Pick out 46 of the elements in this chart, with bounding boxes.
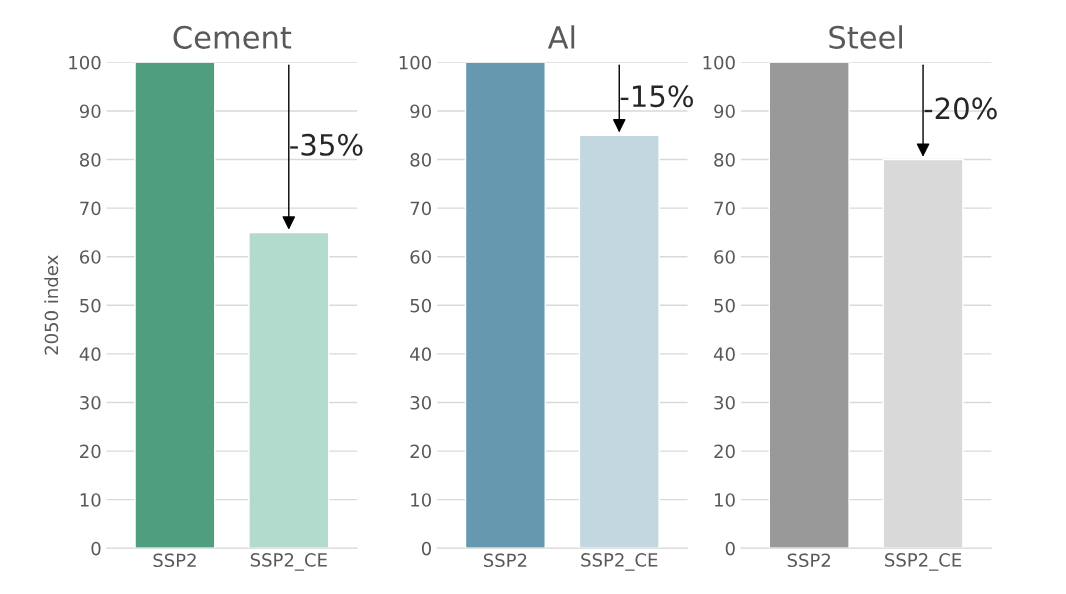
y-tick-label: 70 [80,201,101,216]
y-tick-label: 10 [715,493,735,507]
y-tick-label: 0 [421,541,431,556]
y-tick-label: 60 [714,250,735,264]
chart-title: Steel [829,25,902,49]
y-tick-label: 40 [410,347,431,362]
x-tick-label: SSP2_CE [885,553,962,571]
y-tick-label: 70 [410,201,431,216]
y-tick-label: 40 [79,347,101,362]
y-tick-label: 90 [79,104,101,119]
y-tick-label: 100 [703,55,735,70]
y-tick-label: 80 [410,153,431,167]
y-tick-label: 30 [410,395,431,410]
y-tick-label: 50 [410,298,431,313]
y-tick-label: 20 [80,444,101,459]
x-tick-label: SSP2_CE [250,553,327,571]
x-tick-label: SSP2 [483,553,527,568]
y-tick-label: 100 [69,55,101,70]
y-tick-label: 10 [80,493,101,507]
y-tick-label: 90 [410,104,431,119]
y-tick-label: 30 [80,395,101,410]
chart-title: Cement [173,25,292,49]
x-tick-label: SSP2 [787,553,831,568]
y-tick-label: 80 [79,153,101,167]
x-tick-label: SSP2 [153,553,196,568]
y-tick-label: 10 [411,493,431,507]
y-tick-label: 40 [713,347,735,362]
annotation: -20% [924,97,997,120]
y-tick-label: 80 [714,153,735,167]
y-tick-label: 30 [714,395,735,410]
y-tick-label: 100 [399,55,431,70]
y-tick-label: 20 [714,444,735,459]
annotation: -15% [620,85,693,108]
y-tick-label: 20 [410,444,431,459]
annotation: -35% [290,133,363,156]
y-tick-label: 90 [714,104,735,119]
y-tick-label: 50 [714,298,735,313]
chart-title: Al [547,25,575,49]
y-tick-label: 70 [714,201,735,216]
y-tick-label: 50 [80,298,101,313]
y-tick-label: 60 [410,250,431,264]
x-tick-label: SSP2_CE [581,553,658,571]
y-tick-label: 0 [725,541,735,556]
y-tick-label: 0 [91,541,101,556]
y-axis-title: 2050 index [44,255,59,355]
y-tick-label: 60 [80,250,101,264]
